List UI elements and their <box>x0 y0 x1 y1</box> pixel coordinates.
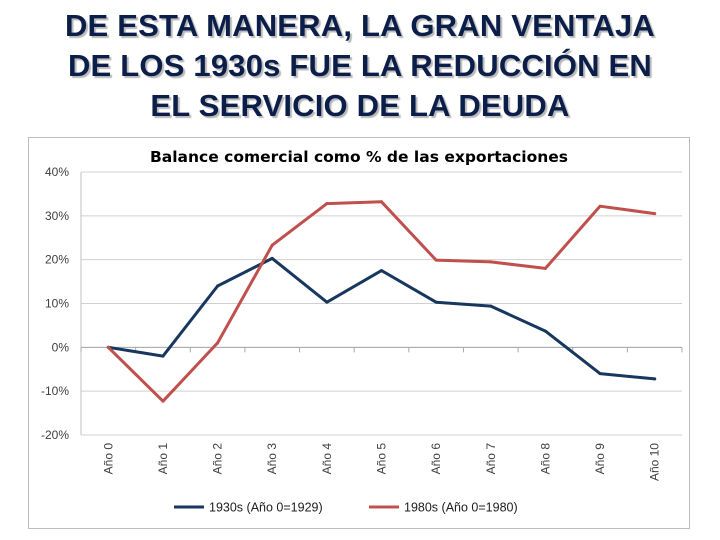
data-point-series-2 <box>653 212 657 216</box>
data-point-series-2 <box>543 266 547 270</box>
y-tick-label: -20% <box>41 428 69 442</box>
x-tick-label: Año 3 <box>265 443 279 475</box>
data-point-series-2 <box>106 345 110 349</box>
data-point-series-2 <box>216 341 220 345</box>
data-point-series-2 <box>434 258 438 262</box>
data-point-series-1 <box>270 256 274 260</box>
series-line-1 <box>106 256 657 381</box>
gridlines <box>81 171 682 436</box>
data-point-series-1 <box>653 377 657 381</box>
x-tick-label: Año 2 <box>211 443 225 475</box>
legend-label-2: 1980s (Año 0=1980) <box>404 501 518 515</box>
series-lines <box>106 200 657 403</box>
data-point-series-1 <box>598 372 602 376</box>
x-tick-label: Año 10 <box>648 443 662 481</box>
data-point-series-2 <box>489 260 493 264</box>
legend-label-1: 1930s (Año 0=1929) <box>209 501 323 515</box>
x-tick-label: Año 0 <box>101 443 115 475</box>
data-point-series-2 <box>598 204 602 208</box>
data-point-series-1 <box>325 300 329 304</box>
y-tick-label: 20% <box>45 253 69 267</box>
slide-title-line-2: DE LOS 1930s FUE LA REDUCCIÓN EN <box>67 48 653 83</box>
series-line-2 <box>106 200 657 403</box>
x-tick-label: Año 6 <box>429 443 443 475</box>
data-point-series-1 <box>489 304 493 308</box>
x-tick-label: Año 5 <box>375 443 389 475</box>
data-point-series-1 <box>543 329 547 333</box>
x-tick-label: Año 1 <box>156 443 170 475</box>
y-tick-label: 40% <box>45 165 69 179</box>
x-tick-label: Año 8 <box>538 443 552 475</box>
data-point-series-2 <box>325 202 329 206</box>
chart-title: Balance comercial como % de las exportac… <box>150 148 568 166</box>
legend: 1930s (Año 0=1929) 1980s (Año 0=1980) <box>174 501 518 515</box>
data-point-series-1 <box>380 269 383 273</box>
slide-title: DE ESTA MANERA, LA GRAN VENTAJA DE LOS 1… <box>0 6 720 126</box>
y-tick-label: 30% <box>45 209 69 223</box>
data-point-series-2 <box>161 399 165 403</box>
x-tick-label: Año 7 <box>484 443 498 475</box>
data-point-series-1 <box>434 300 438 304</box>
chart-frame: Balance comercial como % de las exportac… <box>28 137 690 529</box>
y-tick-label: 0% <box>52 340 70 354</box>
slide-title-line-3: EL SERVICIO DE LA DEUDA <box>150 88 570 123</box>
data-point-series-1 <box>161 354 165 358</box>
line-chart: Balance comercial como % de las exportac… <box>41 148 683 515</box>
axes: -20% -10% 0% 10% 20% 30% 40% Año 0 Año 1 Año 2 Año… <box>41 165 683 481</box>
data-point-series-2 <box>380 200 383 204</box>
y-tick-label: 10% <box>45 297 69 311</box>
slide-title-line-1: DE ESTA MANERA, LA GRAN VENTAJA <box>64 8 656 43</box>
data-point-series-1 <box>216 284 220 288</box>
y-tick-label: -10% <box>41 384 69 398</box>
x-tick-label: Año 4 <box>320 443 334 475</box>
x-tick-label: Año 9 <box>593 443 607 475</box>
data-point-series-2 <box>270 243 274 247</box>
